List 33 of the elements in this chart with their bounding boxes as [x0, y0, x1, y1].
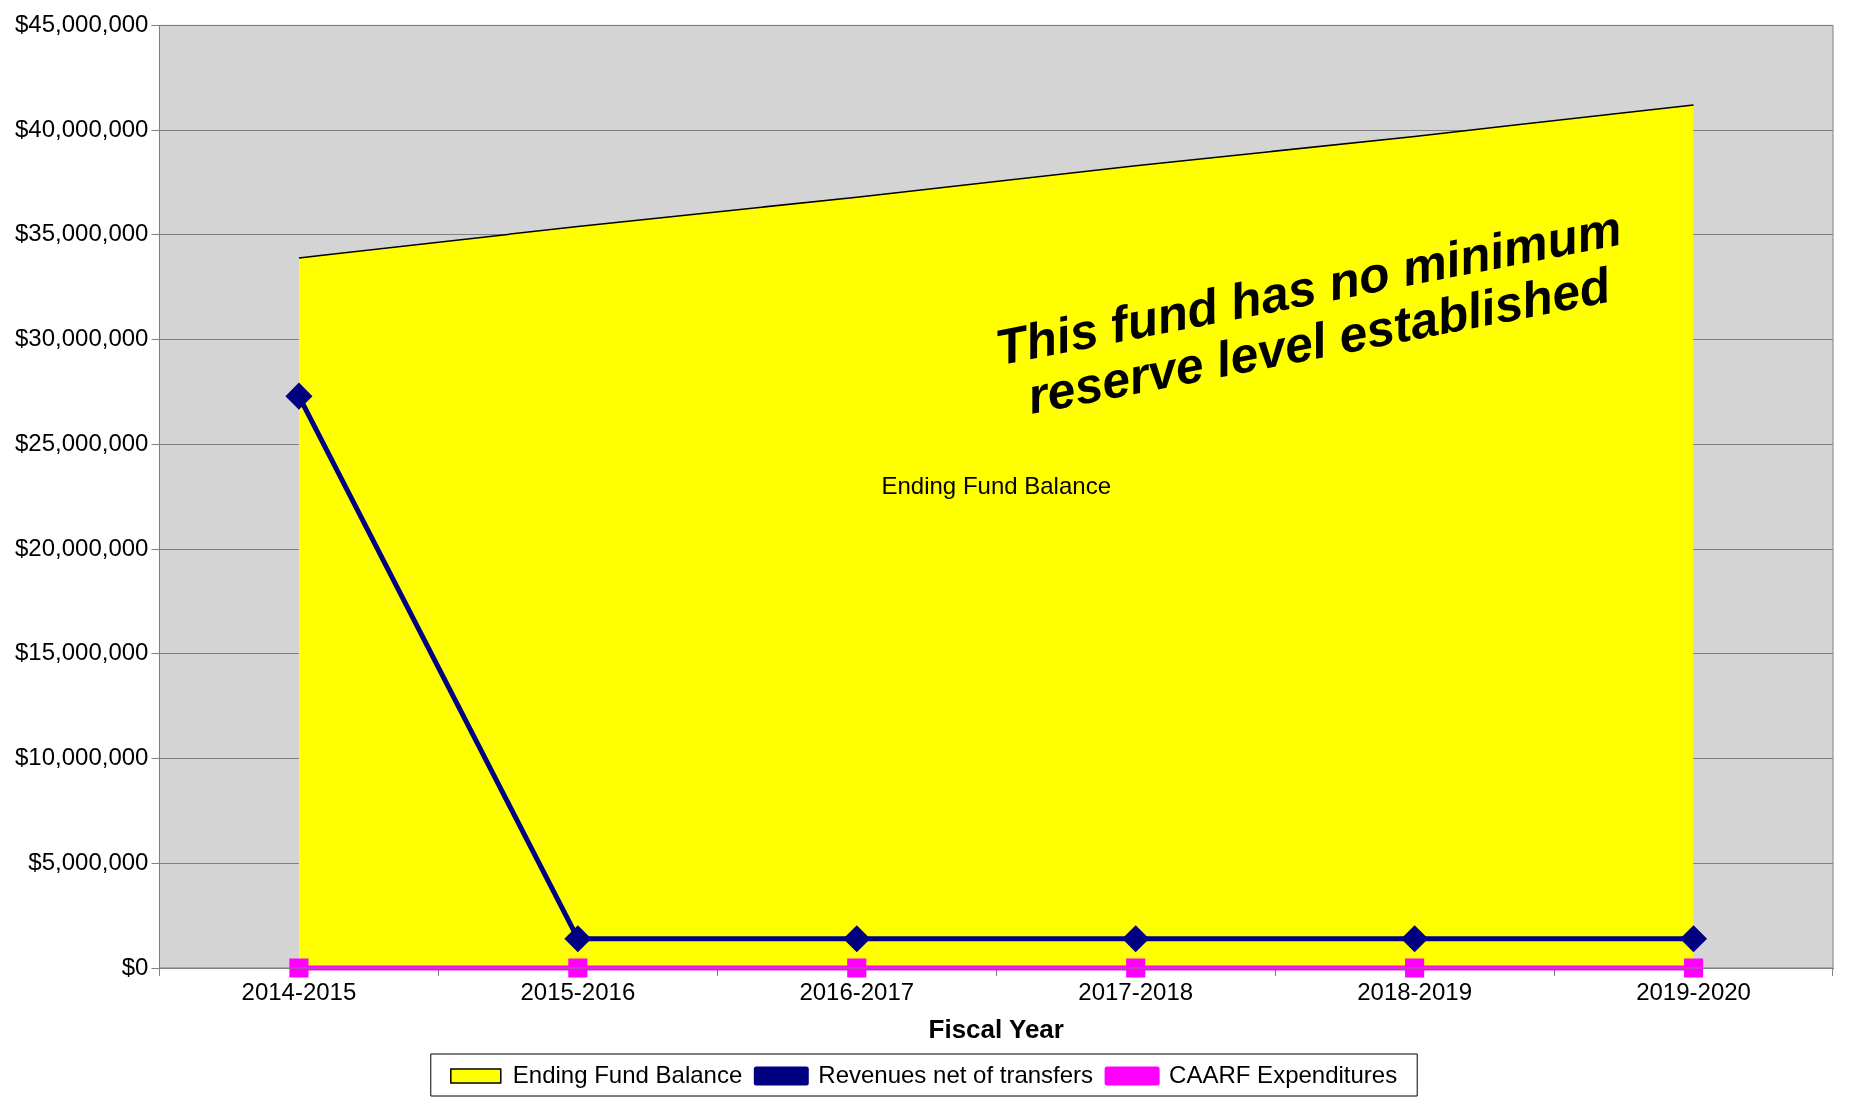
- legend-label: Revenues net of transfers: [818, 1060, 1094, 1088]
- y-tick-label: $45,000,000: [15, 10, 149, 38]
- x-tick-label: 2016-2017: [799, 978, 915, 1006]
- x-tick-label: 2015-2016: [520, 978, 636, 1006]
- y-tick-label: $0: [121, 952, 149, 980]
- y-tick-label: $5,000,000: [28, 847, 149, 875]
- y-tick-label: $25,000,000: [15, 428, 149, 456]
- point: [1126, 958, 1146, 978]
- text: Ending Fund Balance: [881, 471, 1111, 499]
- point: [1123, 926, 1149, 952]
- legend-label: CAARF Expenditures: [1169, 1060, 1398, 1088]
- point: [1402, 926, 1428, 952]
- y-tick-label: $35,000,000: [15, 219, 149, 247]
- point: [1683, 958, 1704, 978]
- y-tick-label: $20,000,000: [15, 533, 149, 561]
- y-tick-label: $40,000,000: [15, 114, 149, 142]
- y-tick-label: $30,000,000: [15, 324, 149, 352]
- point: [289, 958, 309, 978]
- point: [565, 926, 591, 952]
- x-axis-title: Fiscal Year: [928, 1013, 1064, 1044]
- x-tick-label: 2018-2019: [1357, 978, 1473, 1006]
- y-tick-label: $10,000,000: [15, 743, 149, 771]
- x-tick-label: 2017-2018: [1078, 978, 1194, 1006]
- point: [1405, 958, 1425, 978]
- y-tick-label: $15,000,000: [15, 638, 149, 666]
- point: [844, 926, 870, 952]
- point: [847, 958, 867, 978]
- x-tick-label: 2014-2015: [241, 978, 357, 1006]
- x-tick-label: 2019-2020: [1636, 978, 1751, 1006]
- point: [286, 383, 312, 409]
- point: [1681, 926, 1707, 952]
- point: [568, 958, 588, 978]
- legend-label: Ending Fund Balance: [512, 1060, 743, 1088]
